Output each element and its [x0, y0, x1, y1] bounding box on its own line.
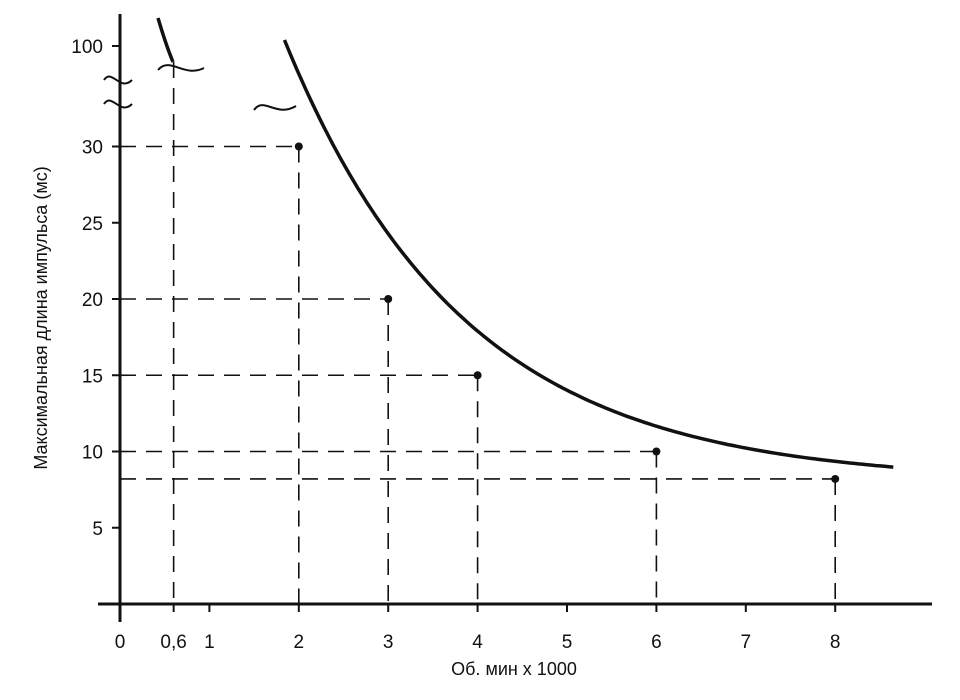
data-point-2 — [384, 295, 393, 303]
x-tick-label-0: 0 — [115, 632, 126, 653]
x-tick-label-6: 5 — [562, 632, 573, 653]
axes — [98, 14, 932, 622]
x-tick-label-4: 3 — [383, 632, 394, 653]
curves — [156, 17, 894, 469]
x-tick-label-1: 0,6 — [160, 632, 186, 653]
dashed-guides — [120, 62, 837, 604]
y-axis-title: Максимальная длина импульса (мс) — [31, 166, 51, 469]
x-tick-label-8: 7 — [741, 632, 752, 653]
x-tick-label-3: 2 — [294, 632, 305, 653]
curve-lower-break-mark — [253, 104, 297, 111]
data-point-5 — [831, 474, 840, 483]
data-point-3 — [473, 371, 482, 380]
y-tick-label-6: 100 — [71, 37, 103, 58]
y-tick-label-0: 5 — [92, 519, 103, 540]
x-tick-label-2: 1 — [204, 632, 215, 653]
y-tick-label-4: 25 — [82, 214, 103, 235]
curve-upper-segment — [156, 17, 175, 63]
y-axis-break-mark — [103, 75, 133, 109]
data-point-4 — [652, 447, 661, 456]
main-curve — [282, 39, 894, 469]
data-points — [294, 142, 840, 483]
y-tick-label-1: 10 — [82, 443, 103, 464]
data-point-1 — [294, 142, 303, 151]
x-axis-title: Об. мин x 1000 — [451, 659, 577, 679]
x-tick-label-7: 6 — [651, 632, 662, 653]
x-tick-label-5: 4 — [472, 632, 483, 653]
curve-upper-break-mark — [157, 64, 205, 72]
ticks — [112, 45, 837, 612]
y-tick-label-3: 20 — [82, 290, 103, 311]
y-tick-label-2: 15 — [82, 366, 103, 387]
tick-labels: 0 0,6 1 2 3 4 5 6 7 8 5 10 15 20 25 30 100 — [71, 37, 840, 653]
x-tick-label-9: 8 — [830, 632, 841, 653]
y-tick-label-5: 30 — [82, 138, 103, 159]
